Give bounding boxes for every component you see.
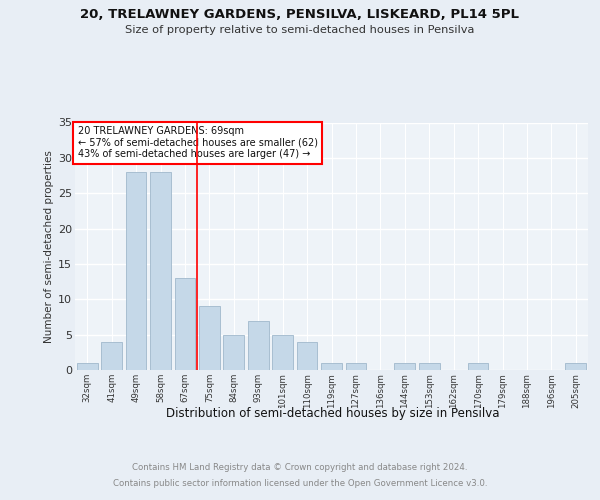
Bar (223, 334, 244, 370)
Bar (321, 363, 342, 370)
Text: 20, TRELAWNEY GARDENS, PENSILVA, LISKEARD, PL14 5PL: 20, TRELAWNEY GARDENS, PENSILVA, LISKEAR… (80, 8, 520, 20)
Text: 20 TRELAWNEY GARDENS: 69sqm
← 57% of semi-detached houses are smaller (62)
43% o: 20 TRELAWNEY GARDENS: 69sqm ← 57% of sem… (77, 126, 317, 160)
Bar (248, 320, 269, 370)
Text: Distribution of semi-detached houses by size in Pensilva: Distribution of semi-detached houses by … (166, 408, 500, 420)
Bar (419, 363, 440, 370)
Bar (77, 363, 98, 370)
Bar (565, 363, 586, 370)
Bar (296, 342, 317, 370)
Bar (394, 363, 415, 370)
Bar (272, 334, 293, 370)
Bar (346, 363, 367, 370)
Bar (125, 172, 146, 370)
Bar (175, 278, 196, 370)
Y-axis label: Number of semi-detached properties: Number of semi-detached properties (44, 150, 54, 342)
Bar (467, 363, 488, 370)
Text: Size of property relative to semi-detached houses in Pensilva: Size of property relative to semi-detach… (125, 25, 475, 35)
Text: Contains public sector information licensed under the Open Government Licence v3: Contains public sector information licen… (113, 478, 487, 488)
Bar (101, 342, 122, 370)
Bar (150, 172, 171, 370)
Bar (199, 306, 220, 370)
Text: Contains HM Land Registry data © Crown copyright and database right 2024.: Contains HM Land Registry data © Crown c… (132, 464, 468, 472)
